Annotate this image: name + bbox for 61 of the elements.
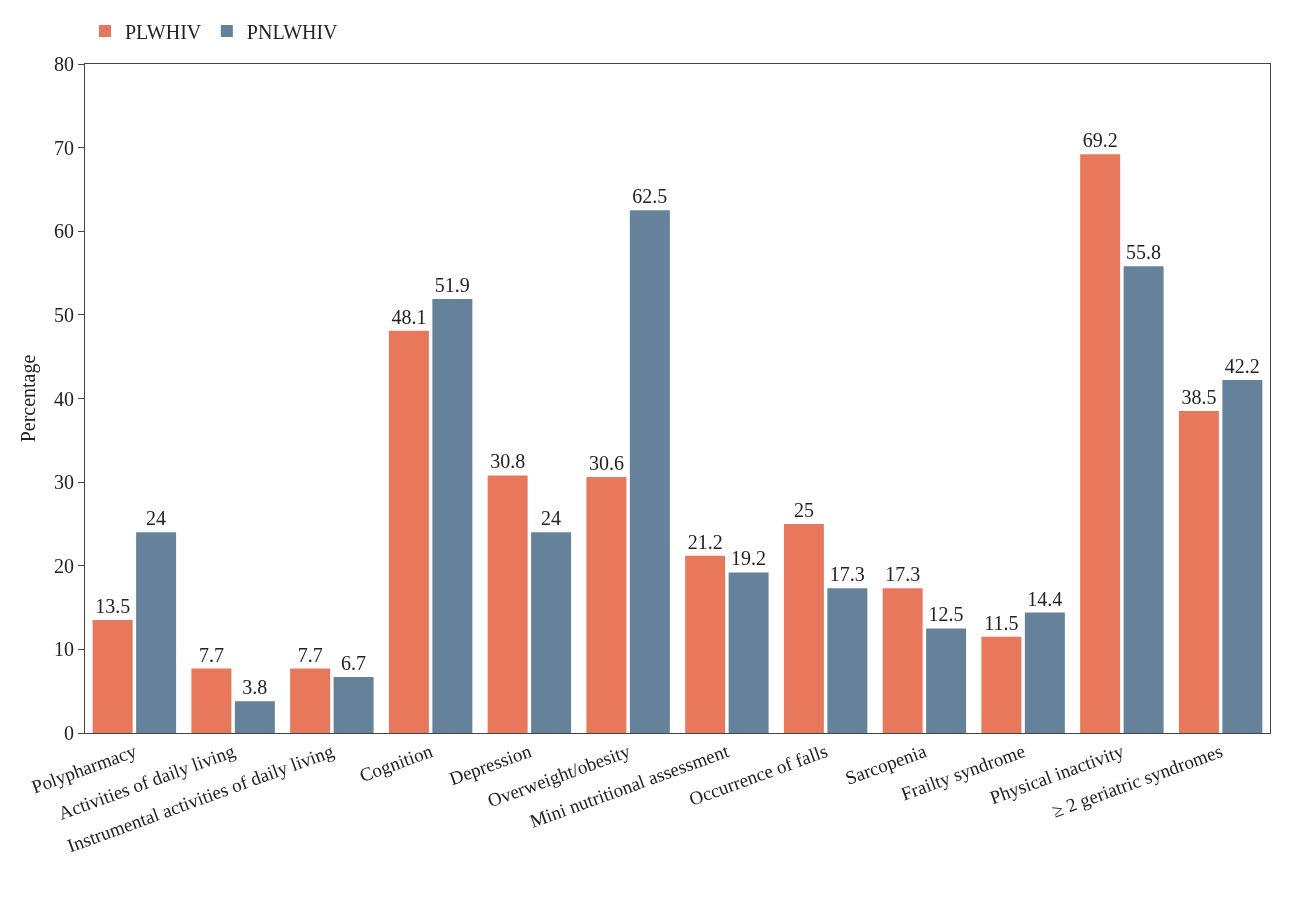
bar: [136, 532, 177, 733]
bar: [1123, 266, 1164, 733]
x-tick-label: Cognition: [356, 740, 436, 786]
data-label: 48.1: [391, 305, 427, 328]
bar: [827, 588, 868, 733]
y-tick-label: 0: [64, 722, 74, 744]
bar: [92, 620, 133, 733]
data-label: 7.7: [198, 643, 224, 666]
data-label: 30.6: [588, 452, 624, 475]
bar: [191, 668, 232, 733]
bar: [531, 532, 572, 733]
y-axis-title: Percentage: [17, 354, 40, 443]
legend-label: PNLWHIV: [246, 20, 339, 43]
data-label: 17.3: [885, 563, 921, 586]
y-tick-label: 20: [54, 554, 74, 577]
bar: [388, 330, 429, 733]
data-label: 21.2: [687, 530, 723, 553]
y-tick-label: 60: [54, 220, 74, 243]
data-label: 17.3: [829, 563, 865, 586]
data-label: 24: [146, 507, 167, 530]
y-tick-label: 30: [54, 471, 74, 494]
bar: [432, 298, 473, 733]
data-label: 42.2: [1224, 355, 1260, 378]
bar: [685, 555, 726, 733]
data-label: 19.2: [731, 547, 767, 570]
data-label: 7.7: [297, 643, 323, 666]
y-tick-label: 50: [54, 303, 74, 326]
data-label: 3.8: [242, 676, 268, 699]
data-label: 24: [541, 507, 562, 530]
legend-label: PLWHIV: [125, 20, 202, 43]
data-label: 51.9: [434, 273, 470, 296]
data-label: 38.5: [1181, 386, 1217, 409]
data-label: 13.5: [95, 595, 131, 618]
y-tick-label: 80: [54, 53, 74, 75]
bar: [1222, 380, 1263, 733]
bar: [290, 668, 331, 733]
bar: [926, 628, 967, 733]
data-label: 14.4: [1027, 587, 1063, 610]
data-label: 62.5: [632, 185, 668, 208]
bar: [1178, 411, 1219, 733]
bar: [981, 636, 1022, 733]
data-label: 12.5: [928, 603, 964, 626]
data-label: 55.8: [1126, 241, 1162, 264]
bar: [882, 588, 923, 733]
data-label: 11.5: [984, 611, 1019, 634]
data-label: 25: [793, 498, 814, 521]
y-tick-label: 10: [54, 638, 74, 661]
data-label: 6.7: [341, 651, 367, 674]
bar: [1024, 612, 1065, 733]
bar: [234, 701, 275, 733]
data-label: 30.8: [490, 450, 526, 473]
bar: [728, 572, 769, 733]
y-tick-label: 40: [54, 387, 74, 410]
bar: [487, 475, 528, 733]
bar: [783, 523, 824, 733]
bar: [586, 477, 627, 733]
bar: [629, 210, 670, 733]
y-tick-label: 70: [54, 136, 74, 159]
bar: [1080, 154, 1121, 733]
data-label: 69.2: [1082, 129, 1118, 152]
bar: [333, 676, 374, 733]
